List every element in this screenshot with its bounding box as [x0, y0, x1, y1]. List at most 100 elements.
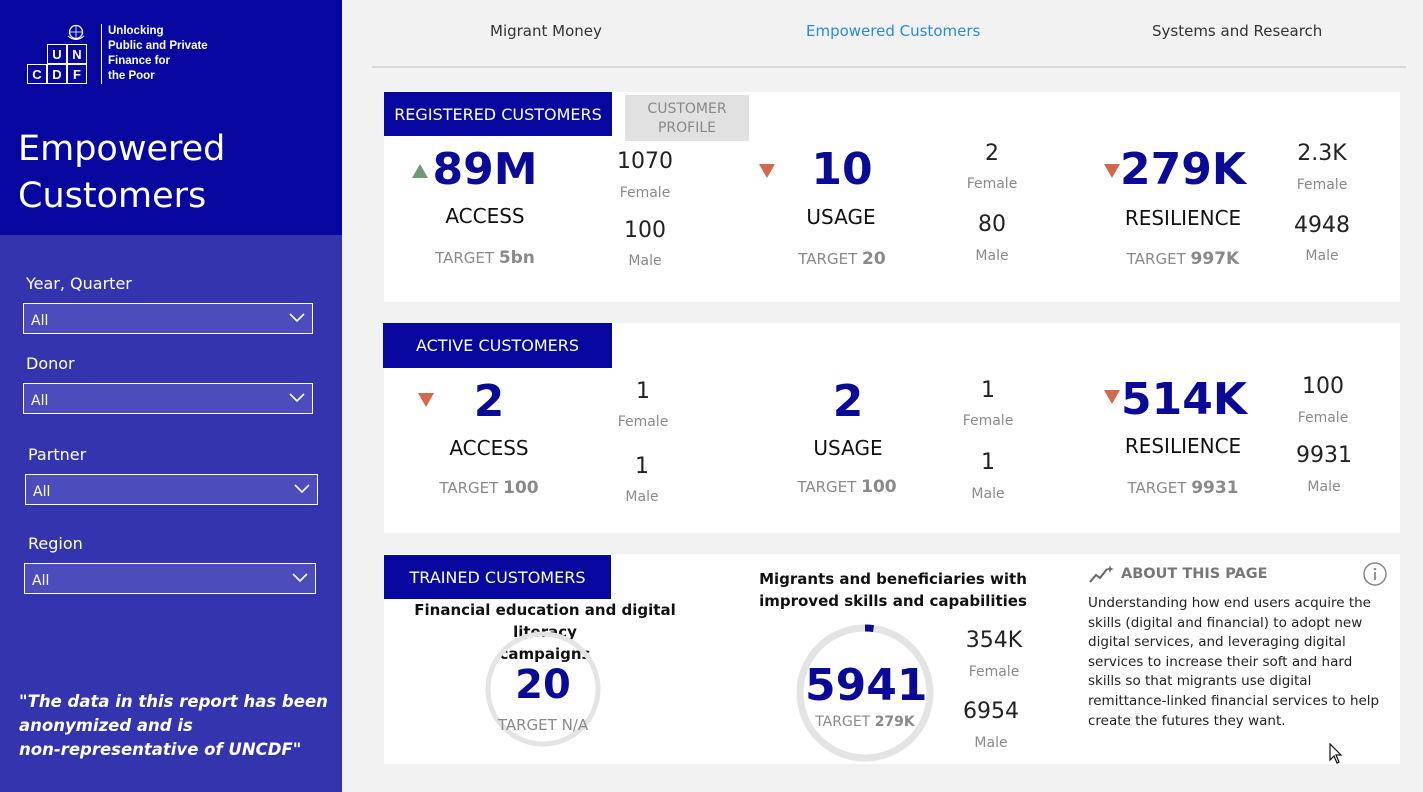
target-value: 100: [503, 478, 539, 498]
registered-usage-label: USAGE: [806, 205, 876, 229]
target-value: 5bn: [498, 248, 535, 268]
registered-usage-male-count: 80: [978, 212, 1006, 237]
male-label: Male: [971, 486, 1005, 502]
skills-title-line: improved skills and capabilities: [759, 592, 1027, 610]
mouse-cursor-icon: [1329, 743, 1343, 764]
active-usage-target: TARGET 100: [772, 477, 922, 497]
logo-letter: F: [67, 64, 87, 84]
disclaimer-line: anonymized and is: [19, 716, 193, 735]
skills-target: TARGET 279K: [795, 714, 935, 730]
target-prefix: TARGET: [439, 479, 499, 497]
filter-label-donor: Donor: [26, 354, 75, 373]
female-label: Female: [1297, 410, 1349, 426]
skills-male-count: 6954: [963, 699, 1019, 724]
target-prefix: TARGET: [435, 249, 495, 267]
registered-access-female-count: 1070: [617, 149, 673, 174]
uncdf-letter-grid: U N C D F: [27, 44, 87, 84]
male-label: Male: [1307, 479, 1341, 495]
target-prefix: TARGET: [798, 250, 858, 268]
registered-customers-header: REGISTERED CUSTOMERS: [384, 92, 612, 136]
chevron-down-icon: [289, 313, 305, 323]
logo-tagline-line: Finance for: [108, 55, 170, 67]
registered-resilience-target: TARGET 997K: [1103, 249, 1263, 269]
chevron-down-icon: [292, 573, 308, 583]
filter-select-donor[interactable]: All: [23, 383, 313, 414]
campaigns-title-line: campaigns: [499, 645, 591, 663]
active-usage-label: USAGE: [813, 436, 883, 460]
skills-ring-progress: [796, 624, 934, 762]
filter-value: All: [33, 484, 51, 500]
registered-access-label: ACCESS: [445, 204, 525, 228]
sparkle-chart-icon: [1089, 565, 1114, 583]
tab-systems-and-research[interactable]: Systems and Research: [1152, 22, 1323, 40]
logo-tagline-line: Public and Private: [108, 40, 208, 52]
sidebar-header: U N C D F Unlocking Public and Private F…: [0, 0, 342, 235]
logo-blank-cell: [27, 44, 47, 64]
active-resilience-value: 514K: [1121, 374, 1247, 425]
tab-empowered-customers[interactable]: Empowered Customers: [806, 22, 981, 40]
target-prefix: TARGET: [497, 716, 557, 734]
about-page-text: Understanding how end users acquire the …: [1088, 595, 1380, 729]
filter-label-partner: Partner: [28, 445, 87, 464]
active-access-value: 2: [473, 376, 505, 427]
registered-resilience-value: 279K: [1120, 144, 1246, 195]
target-prefix: TARGET: [1126, 250, 1186, 268]
trend-down-icon: [759, 164, 775, 178]
target-value: 997K: [1190, 249, 1240, 269]
active-access-female-count: 1: [636, 379, 650, 404]
active-customers-header: ACTIVE CUSTOMERS: [383, 323, 612, 368]
un-globe-icon: [67, 24, 85, 40]
active-usage-male-count: 1: [981, 450, 995, 475]
info-icon[interactable]: [1362, 561, 1388, 587]
logo-letter: D: [47, 64, 67, 84]
male-label: Male: [974, 735, 1008, 751]
skills-ring: [796, 624, 934, 762]
filter-select-partner[interactable]: All: [25, 474, 318, 505]
registered-access-value: 89M: [432, 144, 538, 195]
logo-letter: U: [47, 44, 67, 64]
registered-access-target: TARGET 5bn: [410, 248, 560, 268]
target-prefix: TARGET: [797, 478, 857, 496]
trend-down-icon: [1104, 390, 1120, 404]
trend-down-icon: [1104, 164, 1120, 178]
filter-select-year-quarter[interactable]: All: [23, 303, 313, 334]
filter-label-year-quarter: Year, Quarter: [26, 274, 132, 293]
campaigns-ring: [485, 631, 601, 747]
filter-select-region[interactable]: All: [24, 563, 316, 594]
active-access-target: TARGET 100: [414, 478, 564, 498]
registered-usage-value: 10: [811, 144, 873, 195]
logo-letter: N: [67, 44, 87, 64]
trend-down-icon: [418, 393, 434, 407]
active-resilience-male-count: 9931: [1296, 443, 1352, 468]
female-label: Female: [962, 413, 1014, 429]
skills-female-count: 354K: [965, 628, 1023, 653]
target-value: 20: [862, 249, 886, 269]
logo-tagline-line: the Poor: [108, 70, 155, 82]
filter-label-region: Region: [28, 534, 83, 553]
female-label: Female: [1296, 177, 1348, 193]
male-label: Male: [975, 248, 1009, 264]
page-title-line: Customers: [18, 176, 207, 216]
active-usage-value: 2: [832, 376, 864, 427]
male-label: Male: [1305, 248, 1339, 264]
campaigns-target: TARGET N/A: [483, 716, 603, 734]
customer-profile-button[interactable]: CUSTOMER PROFILE: [625, 95, 749, 141]
filter-value: All: [31, 313, 49, 329]
female-label: Female: [966, 176, 1018, 192]
disclaimer-line: "The data in this report has been: [19, 692, 328, 711]
registered-resilience-male-count: 4948: [1294, 213, 1350, 238]
chevron-down-icon: [289, 393, 305, 403]
registered-resilience-female-count: 2.3K: [1297, 141, 1347, 166]
female-label: Female: [619, 185, 671, 201]
male-label: Male: [628, 253, 662, 269]
nav-divider: [372, 66, 1406, 68]
sidebar: U N C D F Unlocking Public and Private F…: [0, 0, 342, 792]
about-page-title: ABOUT THIS PAGE: [1121, 566, 1268, 582]
registered-access-male-count: 100: [624, 218, 666, 243]
target-value: N/A: [561, 716, 589, 734]
data-disclaimer: "The data in this report has been anonym…: [19, 690, 329, 762]
disclaimer-line: non-representative of UNCDF": [19, 740, 302, 759]
logo-tagline: Unlocking Public and Private Finance for…: [101, 24, 221, 84]
tab-migrant-money[interactable]: Migrant Money: [490, 22, 602, 40]
active-access-label: ACCESS: [449, 436, 529, 460]
